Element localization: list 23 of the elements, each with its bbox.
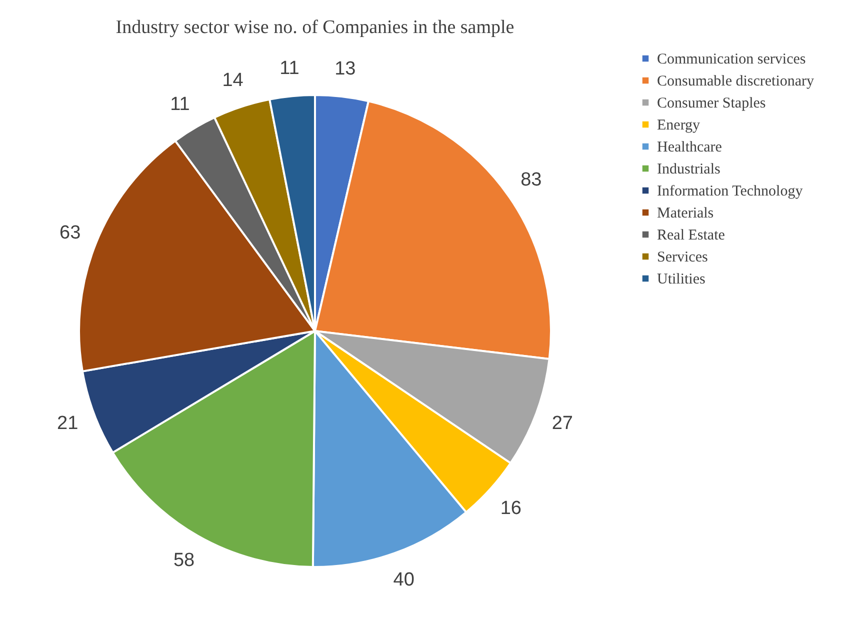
data-label: 83 [520, 169, 542, 190]
legend-label: Communication services [657, 52, 806, 68]
legend-label: Healthcare [657, 140, 722, 156]
data-label: 11 [280, 58, 300, 80]
legend-label: Real Estate [657, 228, 726, 244]
data-label: 63 [60, 222, 81, 244]
data-label: 21 [57, 413, 78, 434]
chart-title: Industry sector wise no. of Companies in the sample [116, 17, 514, 38]
data-label: 11 [170, 94, 190, 116]
data-label: 27 [552, 413, 573, 434]
data-label: 58 [173, 550, 195, 572]
legend-label: Consumable discretionary [657, 74, 815, 90]
legend-label: Utilities [657, 272, 706, 288]
data-label: 16 [500, 498, 522, 519]
data-label: 13 [334, 58, 356, 80]
data-label: 40 [393, 570, 414, 591]
legend-label: Industrials [657, 162, 720, 178]
data-label: 14 [222, 70, 244, 92]
legend-label: Information Technology [657, 184, 804, 200]
legend-label: Materials [657, 206, 714, 222]
legend-label: Energy [657, 118, 701, 134]
legend-label: Services [657, 250, 708, 266]
legend-label: Consumer Staples [657, 96, 766, 112]
